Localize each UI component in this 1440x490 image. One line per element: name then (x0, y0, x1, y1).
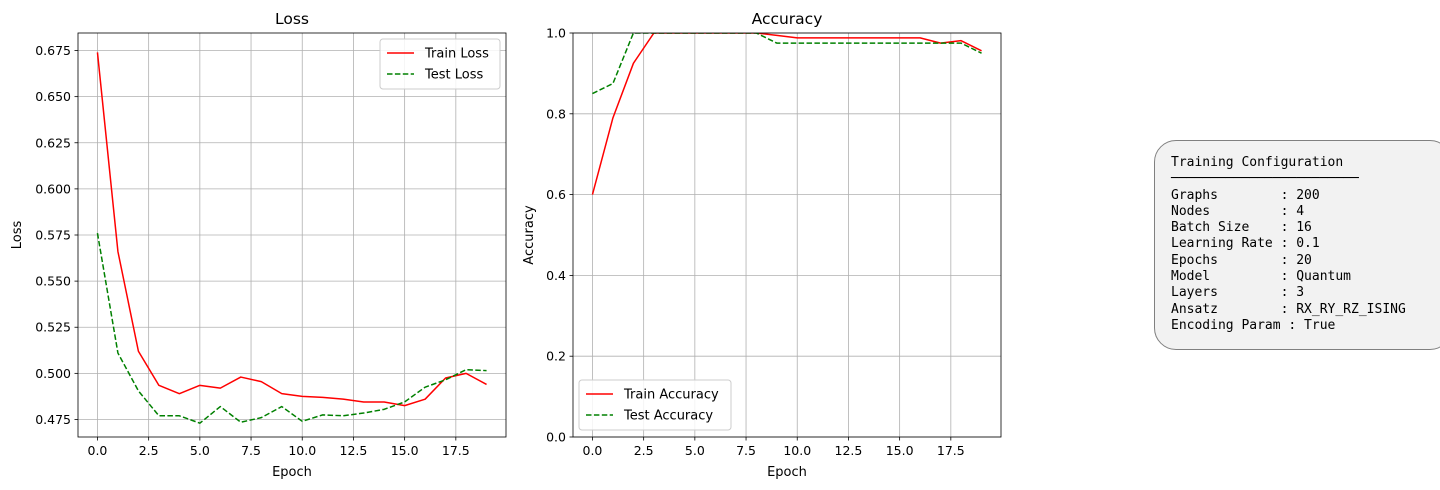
y-tick-label: 0.575 (35, 228, 71, 243)
y-tick-label: 0.600 (35, 181, 71, 196)
y-tick-label: 0.4 (546, 268, 566, 283)
y-tick-label: 0.525 (35, 320, 71, 335)
x-tick-label: 0.0 (583, 443, 603, 458)
accuracy-plot-area (591, 33, 982, 195)
x-tick-label: 17.5 (442, 443, 470, 458)
y-tick-label: 0.6 (546, 187, 566, 202)
y-tick-label: 0.2 (546, 349, 566, 364)
legend-frame (379, 38, 501, 90)
y-tick-label: 0.675 (35, 43, 71, 58)
loss-x-axis-label: Epoch (272, 465, 312, 480)
config-row-encoding-param: Encoding Param : True (1171, 317, 1336, 333)
legend-frame (578, 379, 732, 431)
accuracy-legend: Train Accuracy Test Accuracy (578, 379, 732, 431)
x-tick-label: 0.0 (88, 443, 108, 458)
config-row-graphs: Graphs : 200 (1171, 187, 1320, 203)
legend-label-test: Test Accuracy (623, 409, 713, 424)
y-tick-label: 1.0 (546, 26, 566, 41)
loss-series-train-line (96, 52, 487, 407)
loss-series-test-line (96, 233, 487, 424)
y-tick-label: 0.8 (546, 106, 566, 121)
config-row-nodes: Nodes : 4 (1171, 203, 1305, 219)
x-tick-label: 7.5 (241, 443, 261, 458)
config-row-model: Model : Quantum (1171, 269, 1352, 285)
accuracy-chart: 0.0 2.5 5.0 7.5 10.0 12.5 15.0 17.5 0.0 0.2 0.4 0.6… (522, 10, 1002, 480)
accuracy-y-axis-label: Accuracy (522, 205, 537, 265)
x-tick-label: 15.0 (886, 443, 914, 458)
y-tick-label: 0.625 (35, 135, 71, 150)
x-tick-label: 12.5 (340, 443, 368, 458)
x-tick-label: 12.5 (835, 443, 863, 458)
y-tick-label: 0.475 (35, 412, 71, 427)
y-tick-label: 0.550 (35, 274, 71, 289)
x-tick-label: 17.5 (937, 443, 965, 458)
accuracy-grid (573, 32, 1001, 438)
config-row-learning-rate: Learning Rate : 0.1 (1171, 236, 1320, 252)
accuracy-chart-title: Accuracy (752, 10, 823, 28)
y-tick-label: 0.650 (35, 89, 71, 104)
x-tick-label: 10.0 (288, 443, 316, 458)
legend-label-train: Train Loss (424, 47, 489, 62)
x-tick-label: 2.5 (139, 443, 159, 458)
legend-label-train: Train Accuracy (623, 388, 719, 403)
x-tick-label: 2.5 (634, 443, 654, 458)
x-tick-label: 7.5 (736, 443, 756, 458)
x-tick-label: 5.0 (685, 443, 705, 458)
x-tick-label: 15.0 (391, 443, 419, 458)
legend-label-test: Test Loss (424, 68, 483, 83)
loss-grid (78, 33, 506, 437)
accuracy-axes-frame (572, 32, 1002, 438)
config-row-layers: Layers : 3 (1171, 285, 1305, 301)
loss-chart-title: Loss (275, 10, 309, 28)
accuracy-series-test-line (592, 33, 982, 95)
config-divider: ──────────────────────── (1171, 171, 1359, 187)
accuracy-series-train-line (591, 33, 982, 195)
x-tick-label: 10.0 (783, 443, 811, 458)
config-row-batch-size: Batch Size : 16 (1171, 220, 1312, 236)
y-tick-label: 0.500 (35, 366, 71, 381)
loss-plot-area (96, 52, 487, 424)
accuracy-x-axis-label: Epoch (767, 465, 807, 480)
training-config-panel: Training Configuration ─────────────────… (1154, 140, 1440, 350)
loss-chart: 0.0 2.5 5.0 7.5 10.0 12.5 15.0 17.5 0.475 0.500 0.… (10, 10, 507, 480)
loss-legend: Train Loss Test Loss (379, 38, 501, 90)
y-tick-label: 0.0 (546, 430, 566, 445)
config-row-epochs: Epochs : 20 (1171, 252, 1312, 268)
config-title: Training Configuration (1171, 155, 1344, 170)
loss-y-axis-label: Loss (10, 221, 25, 250)
config-row-ansatz: Ansatz : RX_RY_RZ_ISING (1171, 301, 1406, 317)
x-tick-label: 5.0 (190, 443, 210, 458)
